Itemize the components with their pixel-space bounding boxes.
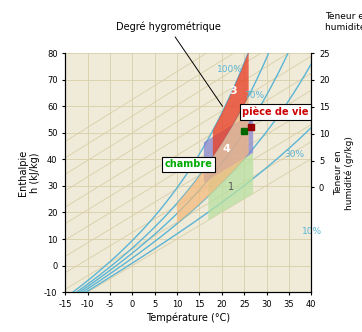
- Text: 4: 4: [222, 144, 230, 154]
- Text: 3: 3: [229, 86, 237, 96]
- Text: 30%: 30%: [285, 149, 304, 159]
- Polygon shape: [213, 52, 249, 157]
- Text: Degré hygrométrique: Degré hygrométrique: [116, 21, 223, 106]
- Polygon shape: [204, 112, 253, 183]
- Text: 2: 2: [200, 164, 208, 174]
- Text: 10%: 10%: [302, 226, 323, 236]
- Text: pièce de vie: pièce de vie: [242, 107, 309, 117]
- Text: 100%: 100%: [217, 64, 243, 74]
- Text: chambre: chambre: [164, 159, 212, 169]
- Text: Teneur en
humidité (gr/kg): Teneur en humidité (gr/kg): [325, 12, 362, 32]
- Text: 70%: 70%: [244, 91, 264, 100]
- Text: 1: 1: [228, 182, 234, 192]
- Y-axis label: Enthalpie
h (kJ/kg): Enthalpie h (kJ/kg): [18, 149, 40, 196]
- Text: 50%: 50%: [262, 110, 282, 119]
- Y-axis label: Teneur en
humidité (gr/kg): Teneur en humidité (gr/kg): [334, 136, 354, 209]
- X-axis label: Température (°C): Température (°C): [146, 313, 230, 323]
- Polygon shape: [209, 153, 253, 220]
- Polygon shape: [177, 96, 249, 224]
